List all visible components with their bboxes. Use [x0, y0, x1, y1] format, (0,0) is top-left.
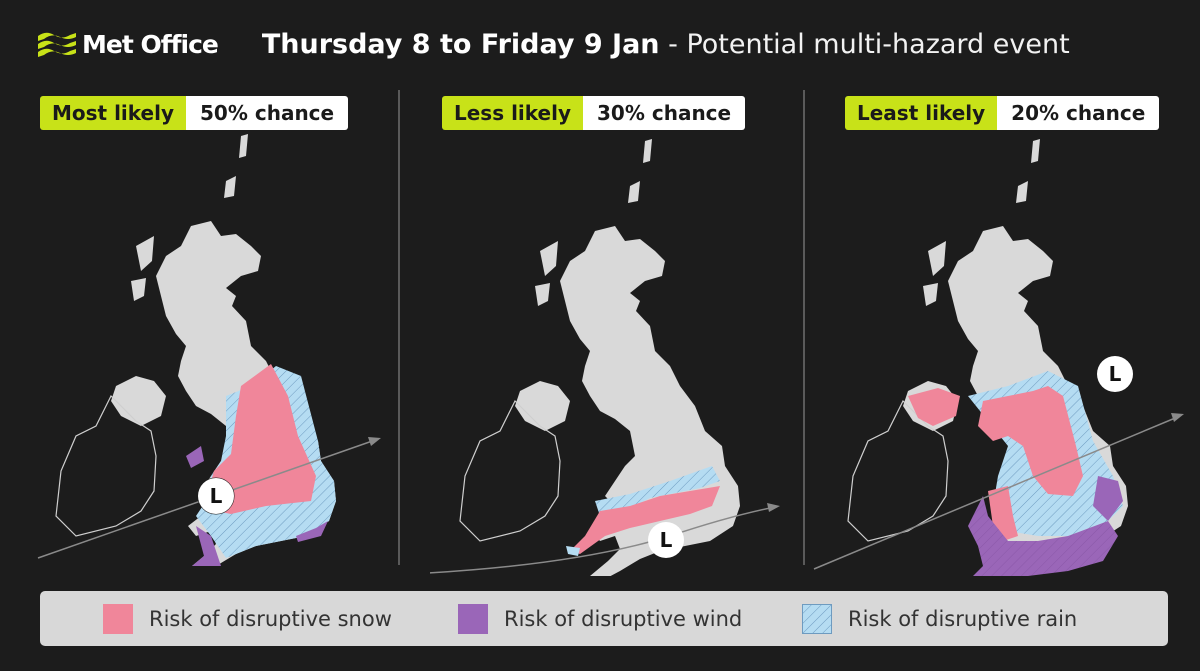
low-pressure-label: L	[1108, 362, 1122, 386]
header: Met Office Thursday 8 to Friday 9 Jan - …	[36, 22, 1200, 66]
uk-map	[813, 138, 1184, 576]
chance-label: 50% chance	[186, 96, 349, 130]
legend: Risk of disruptive snow Risk of disrupti…	[40, 591, 1168, 646]
legend-label: Risk of disruptive wind	[504, 606, 743, 631]
scenario-panel-less-likely: L Less likely 30% chance	[430, 96, 790, 576]
snow-swatch-icon	[103, 603, 133, 634]
low-pressure-label: L	[659, 528, 673, 552]
likelihood-label: Least likely	[845, 96, 998, 130]
panel-divider	[803, 90, 805, 565]
low-pressure-marker: L	[648, 522, 684, 558]
chance-label: 20% chance	[997, 96, 1160, 130]
low-pressure-label: L	[209, 484, 223, 508]
low-pressure-marker: L	[198, 478, 234, 514]
panel-divider	[398, 90, 400, 565]
legend-item-wind: Risk of disruptive wind	[458, 603, 743, 634]
wind-swatch-icon	[458, 603, 488, 634]
uk-map	[430, 138, 780, 576]
likelihood-badge: Least likely 20% chance	[845, 96, 1160, 130]
scenario-panel-least-likely: L Least likely 20% chance	[808, 96, 1184, 576]
met-office-logo: Met Office	[36, 29, 219, 59]
chance-label: 30% chance	[583, 96, 746, 130]
legend-item-snow: Risk of disruptive snow	[103, 603, 392, 634]
legend-label: Risk of disruptive snow	[149, 606, 392, 631]
likelihood-badge: Most likely 50% chance	[40, 96, 349, 130]
met-office-wave-icon	[38, 32, 76, 57]
title-date: Thursday 8 to Friday 9 Jan	[261, 28, 660, 60]
likelihood-label: Less likely	[442, 96, 584, 130]
likelihood-label: Most likely	[40, 96, 187, 130]
title-subtitle: - Potential multi-hazard event	[659, 28, 1070, 60]
page-title: Thursday 8 to Friday 9 Jan - Potential m…	[262, 29, 1070, 60]
low-pressure-marker: L	[1097, 356, 1133, 392]
scenario-panel-most-likely: L Most likely 50% chance	[36, 96, 396, 566]
rain-hatch-swatch-icon	[802, 603, 832, 634]
legend-label: Risk of disruptive rain	[848, 606, 1078, 631]
legend-item-rain: Risk of disruptive rain	[802, 603, 1078, 634]
likelihood-badge: Less likely 30% chance	[442, 96, 746, 130]
logo-text: Met Office	[82, 29, 219, 59]
